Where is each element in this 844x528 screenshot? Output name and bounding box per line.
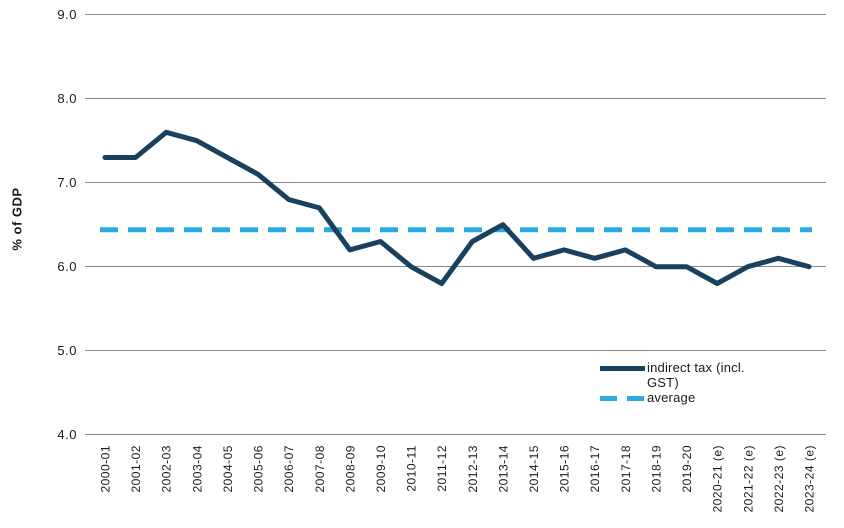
x-tick-label: 2000-01 xyxy=(99,445,113,493)
x-tick-label: 2003-04 xyxy=(190,445,204,493)
y-tick-label: 7.0 xyxy=(57,175,77,190)
x-tick-label: 2022-23 (e) xyxy=(772,445,786,513)
x-tick-label: 2017-18 xyxy=(619,445,633,493)
x-tick-label: 2018-19 xyxy=(649,445,663,493)
x-tick-label: 2001-02 xyxy=(129,445,143,493)
y-tick-label: 4.0 xyxy=(57,427,77,442)
y-tick-label: 5.0 xyxy=(57,343,77,358)
indirect-tax-line-swatch xyxy=(600,366,645,371)
legend-label-average: average xyxy=(647,390,696,405)
x-tick-label: 2015-16 xyxy=(558,445,572,493)
x-tick-label: 2013-14 xyxy=(496,445,510,493)
legend-label-indirect-tax: indirect tax (incl. GST) xyxy=(647,360,745,390)
x-tick-label: 2023-24 (e) xyxy=(803,445,817,513)
y-tick-label: 8.0 xyxy=(57,91,77,106)
legend-item-average: average xyxy=(600,390,769,406)
x-tick-label: 2010-11 xyxy=(405,445,419,492)
y-axis-title: % of GDP xyxy=(9,187,25,251)
x-tick-label: 2004-05 xyxy=(221,445,235,493)
x-tick-label: 2005-06 xyxy=(252,445,266,493)
x-tick-label: 2014-15 xyxy=(527,445,541,493)
legend-item-indirect-tax: indirect tax (incl. GST) xyxy=(600,360,769,390)
chart-legend: indirect tax (incl. GST) average xyxy=(600,360,769,407)
x-tick-label: 2019-20 xyxy=(680,445,694,493)
x-tick-label: 2006-07 xyxy=(282,445,296,493)
x-tick-label: 2021-22 (e) xyxy=(741,445,755,513)
y-tick-label: 6.0 xyxy=(57,259,77,274)
indirect-tax-polyline xyxy=(102,129,812,286)
x-tick-label: 2012-13 xyxy=(466,445,480,493)
x-tick-label: 2009-10 xyxy=(374,445,388,493)
y-axis-tick-labels: 9.0 8.0 7.0 6.0 5.0 4.0 xyxy=(57,7,77,442)
x-tick-label: 2008-09 xyxy=(343,445,357,493)
indirect-tax-line xyxy=(102,129,812,286)
x-tick-label: 2002-03 xyxy=(160,445,174,493)
x-tick-label: 2011-12 xyxy=(435,445,449,492)
gridlines xyxy=(85,14,826,436)
x-axis-tick-labels: 2000-01 2001-02 2002-03 2003-04 2004-05 2005-… xyxy=(99,445,817,513)
x-tick-label: 2007-08 xyxy=(313,445,327,493)
x-tick-label: 2016-17 xyxy=(588,445,602,493)
average-line-swatch xyxy=(600,396,645,401)
x-tick-label: 2020-21 (e) xyxy=(711,445,725,513)
y-tick-label: 9.0 xyxy=(57,7,77,22)
